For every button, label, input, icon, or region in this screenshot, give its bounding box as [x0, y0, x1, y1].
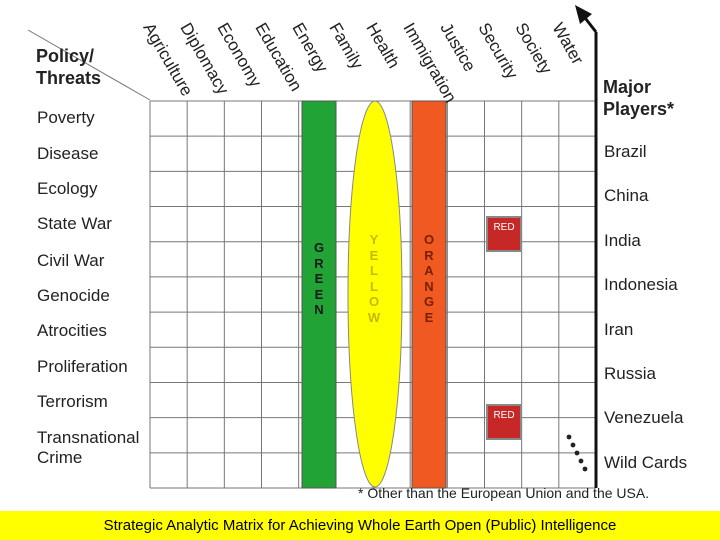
threat-label-line: Genocide: [37, 286, 110, 305]
corner-title-line-2: Threats: [36, 68, 102, 88]
players-title-line-1: Major: [603, 77, 652, 97]
red-box-label: RED: [493, 222, 515, 233]
caption: Strategic Analytic Matrix for Achieving …: [103, 517, 617, 534]
band-letter: R: [424, 247, 434, 263]
player-label: Iran: [604, 320, 634, 339]
threat-label: Transnational Crime: [37, 428, 139, 468]
caption-bar: [0, 511, 720, 540]
threat-label: Disease: [37, 144, 98, 164]
band-letter: O: [368, 294, 380, 309]
band-letter: O: [423, 232, 435, 247]
threat-label-line: Civil War: [37, 251, 105, 270]
threat-label-line: State War: [37, 214, 112, 233]
players-title-line-2: Players*: [603, 99, 675, 119]
red-box-state-war: RED: [486, 216, 522, 252]
band-letter: E: [314, 286, 324, 302]
player-label: Brazil: [604, 142, 647, 161]
threat-label: Terrorism: [37, 392, 108, 412]
threat-label-line: Disease: [37, 144, 99, 163]
threat-label-line: Ecology: [37, 179, 98, 198]
threat-label-line: Proliferation: [37, 357, 128, 376]
player-label: Wild Cards: [604, 453, 688, 472]
band-letter: R: [314, 255, 324, 271]
axis-arrowhead-icon: [575, 5, 592, 24]
player-label: China: [604, 186, 649, 205]
corner-title-policy-threats: Policy/ Threats: [36, 45, 101, 89]
yellow-ellipse: [347, 100, 403, 488]
band-letter: G: [423, 294, 435, 309]
band-letter: L: [370, 278, 378, 294]
threat-label: State War: [37, 214, 112, 234]
orange-band: [411, 100, 447, 489]
threat-label-line: Poverty: [37, 108, 95, 127]
threat-label: Proliferation: [37, 357, 128, 377]
threat-label: Atrocities: [37, 321, 107, 341]
band-letter: W: [367, 309, 381, 325]
threat-label-line: Atrocities: [37, 321, 107, 340]
red-box-label: RED: [493, 410, 515, 421]
player-label: India: [604, 231, 641, 250]
threat-label-line: Terrorism: [37, 392, 108, 411]
band-letter: N: [424, 278, 434, 294]
ellipsis-dots-icon: [566, 434, 588, 472]
band-letter: N: [314, 302, 324, 317]
band-letter: A: [424, 263, 434, 278]
player-label: Venezuela: [604, 408, 684, 427]
threat-label-line: Transnational: [37, 428, 140, 447]
band-letter: Y: [369, 232, 379, 247]
threat-label: Ecology: [37, 179, 97, 199]
corner-title-line-1: Policy/: [36, 46, 95, 66]
header-diagonal: [27, 29, 151, 101]
player-label: Russia: [604, 364, 656, 383]
threat-label-line: Crime: [37, 448, 83, 467]
player-label: Indonesia: [604, 275, 678, 294]
footnote: * Other than the European Union and the …: [358, 485, 650, 501]
green-band: [301, 100, 337, 489]
band-letter: E: [314, 271, 324, 286]
band-letter: E: [424, 309, 434, 325]
threat-label: Civil War: [37, 251, 104, 271]
red-box-terrorism: RED: [486, 404, 522, 440]
threat-label: Poverty: [37, 108, 95, 128]
threat-label: Genocide: [37, 286, 110, 306]
major-players-title: Major Players*: [603, 76, 674, 120]
band-letter: L: [370, 263, 378, 278]
band-letter: G: [313, 240, 325, 255]
band-letter: E: [369, 247, 379, 263]
